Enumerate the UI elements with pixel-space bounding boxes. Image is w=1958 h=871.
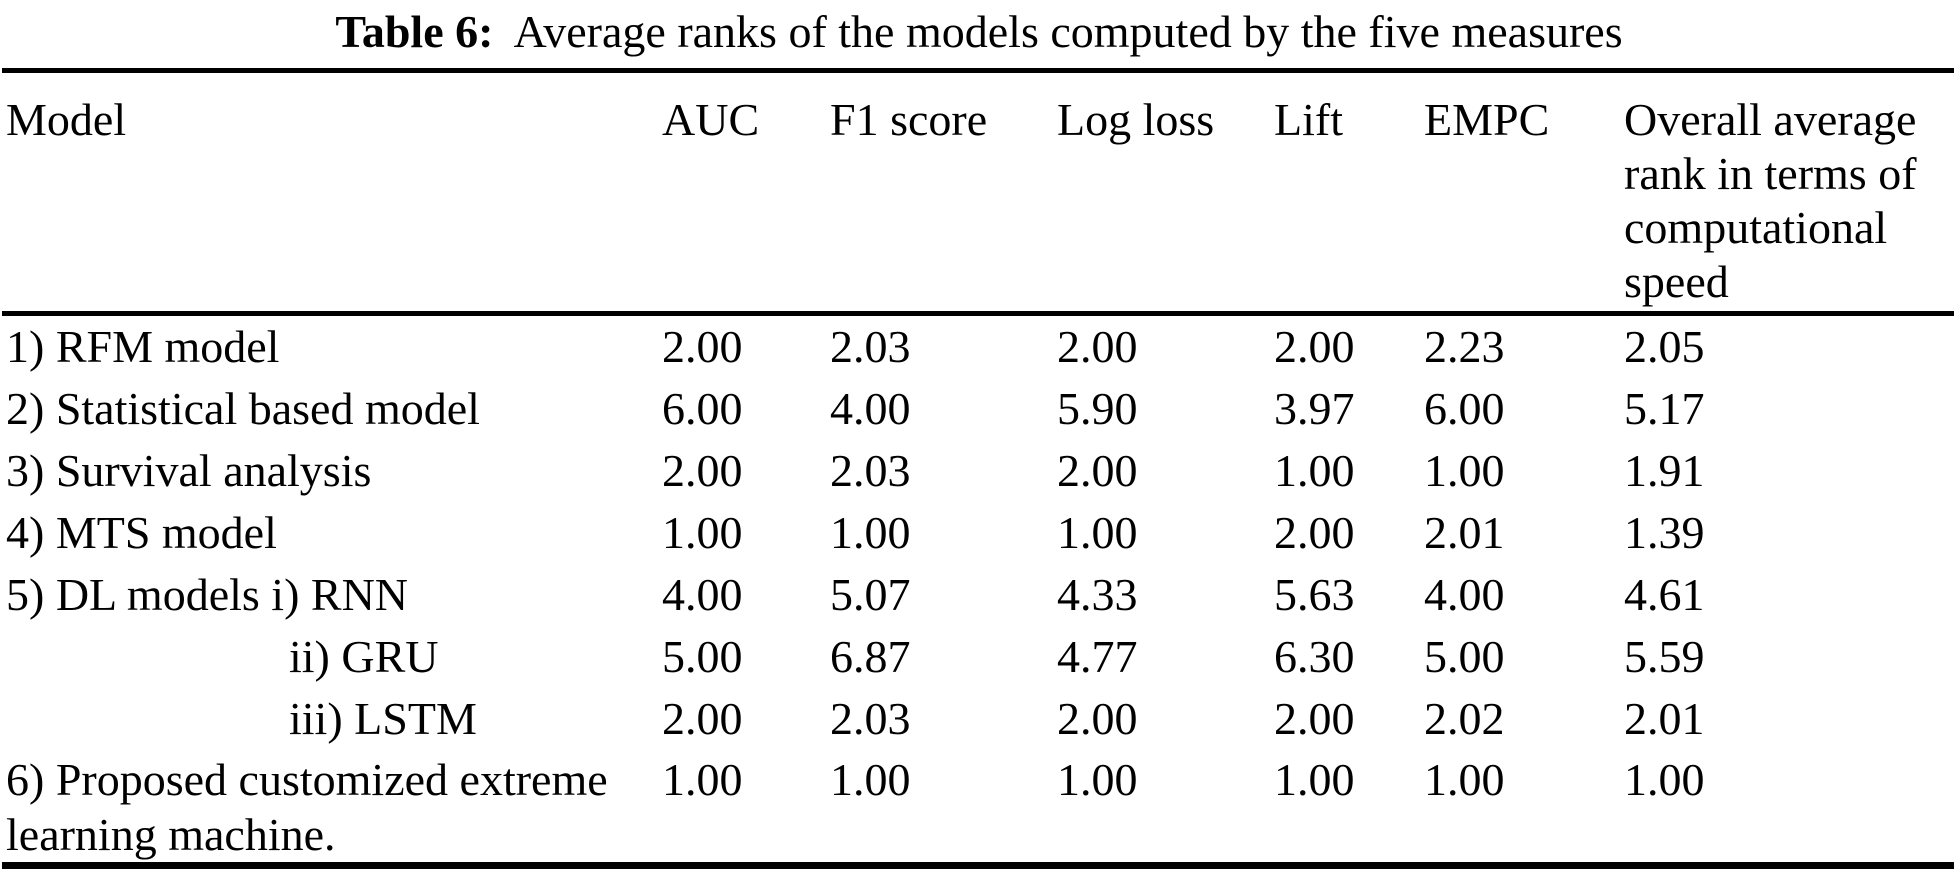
auc-cell: 2.00 [662,693,743,744]
log-loss-cell: 4.33 [1057,569,1138,620]
lift-cell: 1.00 [1274,445,1355,496]
lift-cell: 1.00 [1274,754,1355,805]
overall-cell: 5.59 [1624,631,1705,682]
log-loss-cell: 2.00 [1057,693,1138,744]
header-model: Model [2,70,658,316]
overall-cell: 5.17 [1624,383,1705,434]
table-row-rfm: 1) RFM model 2.00 2.03 2.00 2.00 2.23 2.… [2,314,1954,379]
f1-score-cell: 2.03 [830,321,911,372]
table-row-dl-rnn: 5) DL models i) RNN 4.00 5.07 4.33 5.63 … [2,564,1954,626]
header-lift: Lift [1270,70,1420,316]
table-row-dl-lstm: iii) LSTM 2.00 2.03 2.00 2.00 2.02 2.01 [2,688,1954,750]
auc-cell: 2.00 [662,445,743,496]
model-cell: 3) Survival analysis [6,445,372,496]
empc-cell: 2.02 [1424,693,1505,744]
log-loss-cell: 2.00 [1057,445,1138,496]
model-cell: 5) DL models i) RNN [6,569,409,620]
model-cell: iii) LSTM [289,693,477,744]
model-cell: 4) MTS model [6,507,277,558]
auc-cell: 6.00 [662,383,743,434]
auc-cell: 1.00 [662,507,743,558]
log-loss-cell: 4.77 [1057,631,1138,682]
lift-cell: 2.00 [1274,321,1355,372]
auc-cell: 5.00 [662,631,743,682]
lift-cell: 6.30 [1274,631,1355,682]
empc-cell: 1.00 [1424,445,1505,496]
overall-cell: 1.91 [1624,445,1705,496]
table-row-statistical: 2) Statistical based model 6.00 4.00 5.9… [2,378,1954,440]
lift-cell: 5.63 [1274,569,1355,620]
overall-cell: 4.61 [1624,569,1705,620]
model-cell: 2) Statistical based model [6,383,480,434]
log-loss-cell: 5.90 [1057,383,1138,434]
lift-cell: 3.97 [1274,383,1355,434]
auc-cell: 4.00 [662,569,743,620]
caption-text: Average ranks of the models computed by … [513,6,1623,57]
header-log-loss: Log loss [1053,70,1270,316]
f1-score-cell: 2.03 [830,693,911,744]
table-row-mts: 4) MTS model 1.00 1.00 1.00 2.00 2.01 1.… [2,502,1954,564]
auc-cell: 1.00 [662,754,743,805]
f1-score-cell: 5.07 [830,569,911,620]
auc-cell: 2.00 [662,321,743,372]
f1-score-cell: 4.00 [830,383,911,434]
table-row-dl-gru: ii) GRU 5.00 6.87 4.77 6.30 5.00 5.59 [2,626,1954,688]
log-loss-cell: 2.00 [1057,321,1138,372]
overall-cell: 2.05 [1624,321,1705,372]
table-row-survival: 3) Survival analysis 2.00 2.03 2.00 1.00… [2,440,1954,502]
model-cell: 1) RFM model [6,321,280,372]
table-row-proposed-elm: 6) Proposed customized extreme learning … [2,750,1954,866]
log-loss-cell: 1.00 [1057,754,1138,805]
empc-cell: 2.23 [1424,321,1505,372]
f1-score-cell: 2.03 [830,445,911,496]
overall-cell: 1.39 [1624,507,1705,558]
f1-score-cell: 1.00 [830,507,911,558]
caption-label: Table 6: [335,6,494,57]
empc-cell: 5.00 [1424,631,1505,682]
log-loss-cell: 1.00 [1057,507,1138,558]
lift-cell: 2.00 [1274,507,1355,558]
model-cell: ii) GRU [289,631,439,682]
header-overall-average: Overall average rank in terms of computa… [1620,70,1954,316]
f1-score-cell: 6.87 [830,631,911,682]
empc-cell: 4.00 [1424,569,1505,620]
header-auc: AUC [658,70,826,316]
model-cell: 6) Proposed customized extreme learning … [6,754,608,860]
average-ranks-table: Model AUC F1 score Log loss Lift EMPC Ov… [2,68,1954,869]
header-empc: EMPC [1420,70,1620,316]
overall-cell: 2.01 [1624,693,1705,744]
overall-cell: 1.00 [1624,754,1705,805]
f1-score-cell: 1.00 [830,754,911,805]
table-caption: Table 6: Average ranks of the models comp… [0,4,1958,60]
header-row: Model AUC F1 score Log loss Lift EMPC Ov… [2,70,1954,316]
empc-cell: 2.01 [1424,507,1505,558]
empc-cell: 6.00 [1424,383,1505,434]
lift-cell: 2.00 [1274,693,1355,744]
empc-cell: 1.00 [1424,754,1505,805]
header-f1-score: F1 score [826,70,1053,316]
